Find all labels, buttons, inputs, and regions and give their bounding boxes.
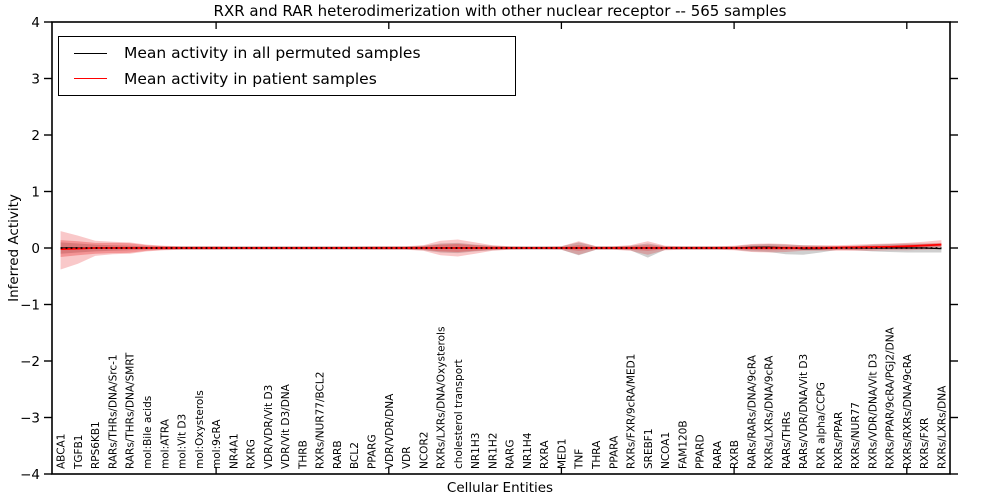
- svg-text:BCL2: BCL2: [349, 442, 361, 469]
- svg-text:TNF: TNF: [574, 449, 586, 470]
- svg-text:RARA: RARA: [712, 440, 724, 469]
- svg-text:NCOA1: NCOA1: [660, 432, 672, 469]
- x-axis-label: Cellular Entities: [446, 480, 554, 496]
- svg-text:TGFB1: TGFB1: [73, 435, 85, 470]
- svg-text:−4: −4: [20, 467, 40, 483]
- svg-text:cholesterol transport: cholesterol transport: [453, 359, 465, 469]
- svg-text:FAM120B: FAM120B: [677, 420, 689, 469]
- svg-text:RXRs/FXR: RXRs/FXR: [919, 418, 931, 469]
- svg-text:VDR/VDR/DNA: VDR/VDR/DNA: [384, 393, 396, 469]
- svg-text:RXRs/PPAR/9cRA/PGJ2/DNA: RXRs/PPAR/9cRA/PGJ2/DNA: [885, 326, 897, 469]
- legend-item-patient: Mean activity in patient samples: [74, 70, 515, 88]
- svg-text:RARs/THRs: RARs/THRs: [781, 412, 793, 469]
- legend-label-patient: Mean activity in patient samples: [124, 69, 377, 88]
- svg-text:0: 0: [31, 241, 40, 257]
- legend-label-permuted: Mean activity in all permuted samples: [124, 44, 421, 63]
- legend-item-permuted: Mean activity in all permuted samples: [74, 44, 515, 62]
- svg-text:RXR alpha/CCPG: RXR alpha/CCPG: [816, 382, 828, 469]
- svg-text:THRA: THRA: [591, 440, 603, 470]
- svg-text:NR1H3: NR1H3: [470, 433, 482, 469]
- svg-text:NCOR2: NCOR2: [418, 432, 430, 469]
- svg-text:VDR/Vit D3/DNA: VDR/Vit D3/DNA: [280, 383, 292, 469]
- svg-text:4: 4: [31, 15, 40, 31]
- legend: Mean activity in all permuted samples Me…: [58, 36, 516, 96]
- svg-text:RARs/THRs/DNA/Src-1: RARs/THRs/DNA/Src-1: [107, 354, 119, 469]
- svg-text:mol:9cRA: mol:9cRA: [211, 419, 223, 469]
- svg-text:RXRs/LXRs/DNA/Oxysterols: RXRs/LXRs/DNA/Oxysterols: [436, 327, 448, 469]
- svg-text:MED1: MED1: [556, 439, 568, 469]
- chart-title: RXR and RAR heterodimerization with othe…: [213, 2, 787, 20]
- svg-text:RXRG: RXRG: [246, 439, 258, 469]
- svg-text:mol:Vit D3: mol:Vit D3: [177, 414, 189, 469]
- svg-text:RXRB: RXRB: [729, 440, 741, 469]
- svg-text:RXRs/PPAR: RXRs/PPAR: [833, 412, 845, 469]
- svg-text:RARB: RARB: [332, 440, 344, 469]
- svg-text:1: 1: [31, 185, 40, 201]
- svg-text:RXRs/VDR/DNA/Vit D3: RXRs/VDR/DNA/Vit D3: [867, 353, 879, 469]
- svg-text:RARs/VDR/DNA/Vit D3: RARs/VDR/DNA/Vit D3: [798, 354, 810, 469]
- svg-text:RXRs/FXR/9cRA/MED1: RXRs/FXR/9cRA/MED1: [626, 354, 638, 469]
- svg-text:RXRA: RXRA: [539, 440, 551, 469]
- svg-text:3: 3: [31, 72, 40, 88]
- svg-text:RARs/THRs/DNA/SMRT: RARs/THRs/DNA/SMRT: [125, 352, 137, 469]
- svg-text:RXRs/RXRs/DNA/9cRA: RXRs/RXRs/DNA/9cRA: [902, 353, 914, 469]
- permuted-line-swatch: [74, 52, 107, 54]
- svg-text:ABCA1: ABCA1: [56, 434, 68, 469]
- svg-text:mol:ATRA: mol:ATRA: [159, 418, 171, 469]
- svg-text:RPS6KB1: RPS6KB1: [90, 421, 102, 469]
- svg-text:THRB: THRB: [297, 440, 309, 470]
- svg-text:SREBF1: SREBF1: [643, 428, 655, 469]
- svg-text:NR1H4: NR1H4: [522, 432, 534, 469]
- svg-text:RXRs/NUR77/BCL2: RXRs/NUR77/BCL2: [315, 372, 327, 469]
- patient-line-swatch: [74, 78, 107, 80]
- svg-text:−3: −3: [20, 411, 40, 427]
- svg-text:mol:Oxysterols: mol:Oxysterols: [194, 390, 206, 469]
- svg-text:VDR/VDR/Vit D3: VDR/VDR/Vit D3: [263, 385, 275, 469]
- svg-text:RXRs/NUR77: RXRs/NUR77: [850, 402, 862, 469]
- svg-text:PPARD: PPARD: [695, 434, 707, 469]
- svg-text:RXRs/LXRs/DNA: RXRs/LXRs/DNA: [936, 385, 948, 469]
- svg-text:PPARA: PPARA: [608, 435, 620, 469]
- svg-text:RARG: RARG: [505, 440, 517, 470]
- svg-text:RARs/RARs/DNA/9cRA: RARs/RARs/DNA/9cRA: [746, 354, 758, 469]
- svg-text:−2: −2: [20, 354, 40, 370]
- svg-text:NR1H2: NR1H2: [487, 433, 499, 469]
- svg-text:2: 2: [31, 128, 40, 144]
- svg-text:PPARG: PPARG: [367, 434, 379, 469]
- svg-text:NR4A1: NR4A1: [228, 433, 240, 469]
- svg-text:mol:Bile acids: mol:Bile acids: [142, 396, 154, 469]
- svg-text:VDR: VDR: [401, 446, 413, 469]
- svg-text:−1: −1: [20, 298, 40, 314]
- svg-text:RXRs/LXRs/DNA/9cRA: RXRs/LXRs/DNA/9cRA: [764, 355, 776, 469]
